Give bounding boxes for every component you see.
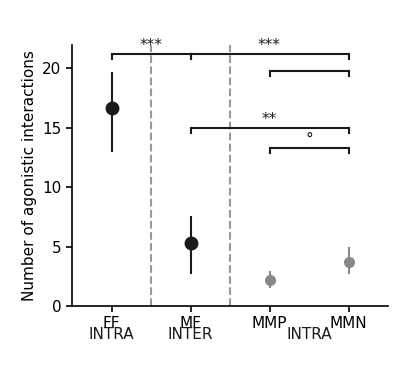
Text: INTER: INTER <box>168 327 213 342</box>
Text: **: ** <box>262 112 277 127</box>
Y-axis label: Number of agonistic interactions: Number of agonistic interactions <box>22 50 37 301</box>
Text: ***: *** <box>258 38 281 53</box>
Text: ***: *** <box>140 38 162 53</box>
Text: INTRA: INTRA <box>286 327 332 342</box>
Text: INTRA: INTRA <box>89 327 134 342</box>
Text: °: ° <box>305 132 313 147</box>
